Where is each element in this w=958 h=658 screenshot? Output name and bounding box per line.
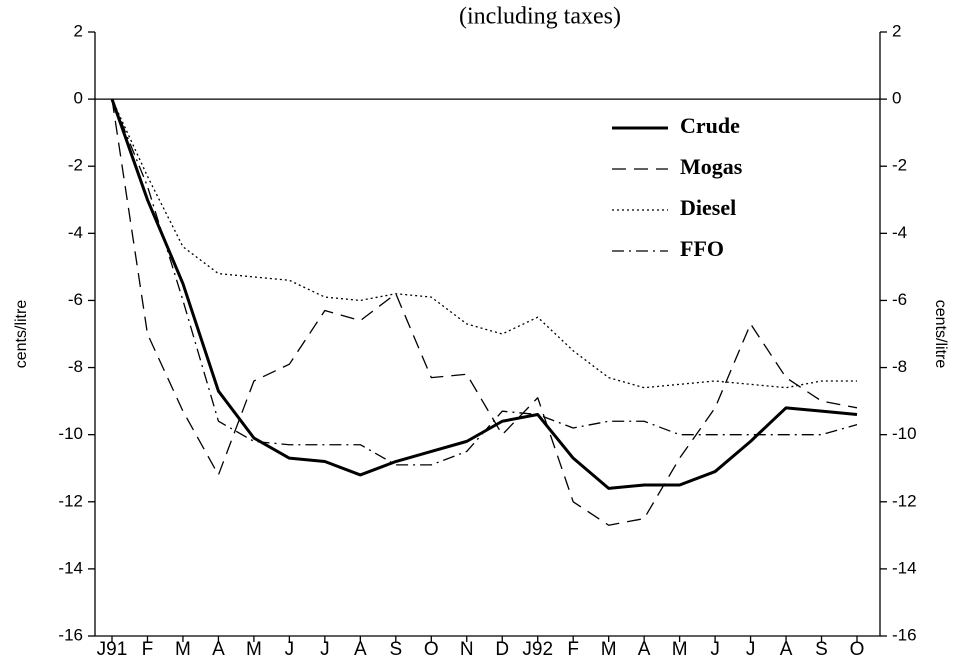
x-tick-label: M: [175, 639, 191, 658]
y2-tick-label: -10: [892, 424, 917, 443]
y2-tick-label: 2: [892, 21, 901, 40]
y-tick-label: -14: [58, 558, 83, 577]
y2-tick-label: -12: [892, 491, 917, 510]
x-tick-label: M: [672, 639, 688, 658]
x-tick-label: N: [460, 639, 474, 658]
x-tick-label: S: [389, 639, 402, 658]
x-tick-label: M: [246, 639, 262, 658]
x-tick-label: A: [638, 639, 651, 658]
y2-tick-label: -8: [892, 357, 907, 376]
x-tick-label: A: [780, 639, 793, 658]
y-tick-label: 2: [74, 21, 83, 40]
x-tick-label: O: [424, 639, 439, 658]
x-tick-label: F: [142, 639, 154, 658]
x-tick-label: J: [285, 639, 295, 658]
chart-title: (including taxes): [459, 4, 621, 30]
legend-label: Mogas: [680, 154, 743, 179]
x-tick-label: J: [746, 639, 756, 658]
y-tick-label: -6: [68, 290, 83, 309]
x-tick-label: J91: [97, 639, 128, 658]
y2-tick-label: -16: [892, 625, 917, 644]
x-tick-label: D: [495, 639, 509, 658]
y2-tick-label: -4: [892, 223, 907, 242]
x-tick-label: J92: [522, 639, 553, 658]
y-tick-label: -2: [68, 156, 83, 175]
y2-tick-label: -6: [892, 290, 907, 309]
y2-tick-label: 0: [892, 89, 901, 108]
y-tick-label: -16: [58, 625, 83, 644]
y-tick-label: -8: [68, 357, 83, 376]
series-line: [111, 98, 857, 389]
series-line: [111, 99, 858, 526]
x-tick-label: A: [354, 639, 367, 658]
legend-label: FFO: [680, 236, 724, 261]
x-tick-label: A: [212, 639, 225, 658]
series-line: [111, 98, 858, 466]
legend-label: Diesel: [680, 195, 736, 220]
x-tick-label: F: [567, 639, 579, 658]
x-tick-label: J: [710, 639, 720, 658]
y-tick-label: -12: [58, 491, 83, 510]
x-tick-label: O: [850, 639, 865, 658]
series-line: [110, 98, 858, 490]
y2-axis-label: cents/litre: [932, 300, 949, 369]
y2-tick-label: -14: [892, 558, 917, 577]
y2-tick-label: -2: [892, 156, 907, 175]
y-tick-label: -4: [68, 223, 83, 242]
legend-label: Crude: [680, 113, 740, 138]
y-tick-label: 0: [74, 89, 83, 108]
y-tick-label: -10: [58, 424, 83, 443]
x-tick-label: S: [815, 639, 828, 658]
x-tick-label: M: [601, 639, 617, 658]
y-axis-label: cents/litre: [13, 300, 30, 369]
x-tick-label: J: [320, 639, 330, 658]
